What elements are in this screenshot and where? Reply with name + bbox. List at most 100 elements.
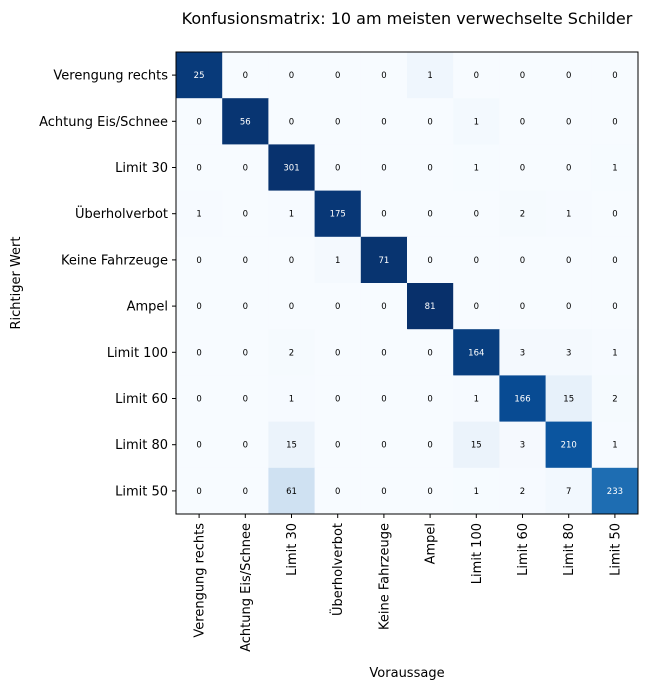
- heatmap-cell: [545, 329, 593, 376]
- cell-value-label: 0: [612, 71, 617, 81]
- heatmap-cell: [407, 421, 454, 469]
- heatmap-cell: [591, 375, 639, 423]
- heatmap-cell: [407, 283, 454, 330]
- heatmap-cells: 25 0 0 0 0 1 0 0 0 00 56 0 0 0 0 1 0 0 00 0 301 0 0 0 1 0 0 11 0 1 175…: [176, 52, 639, 515]
- heatmap-cell: [407, 52, 454, 99]
- heatmap-cell: [407, 190, 454, 238]
- heatmap-cell: [499, 52, 547, 99]
- heatmap-cell: [222, 329, 269, 376]
- heatmap-cell: [453, 421, 500, 469]
- heatmap-cell: [222, 467, 269, 515]
- cell-value-label: 0: [566, 71, 571, 81]
- y-axis-label: Richtiger Wert: [9, 237, 24, 330]
- heatmap-cell: [360, 421, 408, 469]
- heatmap-cell: [360, 98, 408, 145]
- cell-value-label: 1: [566, 210, 571, 220]
- cell-value-label: 164: [468, 348, 484, 358]
- cell-value-label: 0: [381, 164, 386, 174]
- cell-value-label: 1: [474, 395, 479, 405]
- x-tick-label: Limit 100: [470, 523, 485, 584]
- cell-value-label: 0: [612, 256, 617, 266]
- cell-value-label: 15: [471, 441, 482, 451]
- heatmap-cell: [176, 98, 223, 145]
- cell-value-label: 210: [561, 441, 577, 451]
- heatmap-cell: [499, 283, 547, 330]
- plot-frame: [175, 51, 639, 515]
- cell-value-label: 0: [381, 71, 386, 81]
- cell-value-label: 0: [427, 256, 432, 266]
- y-tick-label: Ampel: [127, 300, 168, 315]
- heatmap-cell: [360, 467, 408, 515]
- heatmap-cell: [545, 98, 593, 145]
- cell-value-label: 0: [289, 256, 294, 266]
- cell-value-label: 0: [196, 164, 201, 174]
- heatmap-cell: [176, 52, 223, 99]
- y-tick-label: Verengung rechts: [53, 69, 168, 84]
- cell-value-label: 0: [474, 302, 479, 312]
- x-tick-labels: Verengung rechts Achtung Eis/Schnee Limit …: [193, 514, 623, 652]
- cell-value-label: 0: [612, 117, 617, 127]
- cell-value-label: 0: [427, 164, 432, 174]
- heatmap-cell: [268, 283, 316, 330]
- cell-value-label: 0: [196, 256, 201, 266]
- cell-value-label: 0: [520, 71, 525, 81]
- cell-value-label: 1: [474, 117, 479, 127]
- heatmap-cell: [176, 144, 223, 192]
- heatmap-cell: [268, 52, 316, 99]
- heatmap-cell: [314, 375, 362, 423]
- heatmap-cell: [545, 421, 593, 469]
- cell-value-label: 0: [335, 395, 340, 405]
- heatmap-cell: [591, 190, 639, 238]
- heatmap-cell: [314, 190, 362, 238]
- x-tick-label: Limit 30: [285, 523, 300, 576]
- heatmap-cell: [499, 98, 547, 145]
- cell-value-label: 1: [474, 487, 479, 497]
- cell-value-label: 0: [243, 302, 248, 312]
- cell-value-label: 0: [427, 441, 432, 451]
- cell-value-label: 0: [243, 164, 248, 174]
- cell-value-label: 7: [566, 487, 571, 497]
- cell-value-label: 0: [196, 348, 201, 358]
- cell-value-label: 1: [474, 164, 479, 174]
- cell-value-label: 0: [381, 441, 386, 451]
- cell-value-label: 0: [196, 487, 201, 497]
- heatmap-cell: [499, 144, 547, 192]
- heatmap-cell: [545, 144, 593, 192]
- cell-value-label: 1: [289, 395, 294, 405]
- x-tick-label: Achtung Eis/Schnee: [239, 523, 254, 652]
- cell-value-label: 0: [381, 302, 386, 312]
- cell-value-label: 3: [520, 348, 525, 358]
- heatmap-cell: [360, 329, 408, 376]
- cell-value-label: 0: [520, 302, 525, 312]
- x-tick-label: Ampel: [424, 523, 439, 564]
- heatmap-cell: [499, 421, 547, 469]
- heatmap-cell: [453, 98, 500, 145]
- cell-value-label: 2: [289, 348, 294, 358]
- y-tick-label: Achtung Eis/Schnee: [39, 115, 168, 130]
- heatmap-cell: [222, 52, 269, 99]
- heatmap-cell: [314, 98, 362, 145]
- heatmap-cell: [314, 144, 362, 192]
- cell-value-label: 1: [427, 71, 432, 81]
- cell-value-label: 71: [378, 256, 389, 266]
- heatmap-cell: [545, 467, 593, 515]
- cell-value-label: 1: [612, 348, 617, 358]
- y-tick-label: Keine Fahrzeuge: [61, 253, 168, 268]
- heatmap-cell: [545, 52, 593, 99]
- heatmap-cell: [407, 467, 454, 515]
- heatmap-cell: [591, 52, 639, 99]
- x-tick-label: Limit 60: [516, 523, 531, 576]
- heatmap-cell: [360, 190, 408, 238]
- y-tick-label: Limit 50: [115, 484, 168, 499]
- heatmap-cell: [222, 375, 269, 423]
- heatmap-cell: [222, 190, 269, 238]
- cell-value-label: 0: [427, 117, 432, 127]
- cell-value-label: 81: [425, 302, 436, 312]
- heatmap-cell: [499, 375, 547, 423]
- heatmap-cell: [453, 329, 500, 376]
- x-tick-label: Limit 80: [562, 523, 577, 576]
- heatmap-cell: [545, 283, 593, 330]
- cell-value-label: 0: [612, 302, 617, 312]
- cell-value-label: 0: [289, 302, 294, 312]
